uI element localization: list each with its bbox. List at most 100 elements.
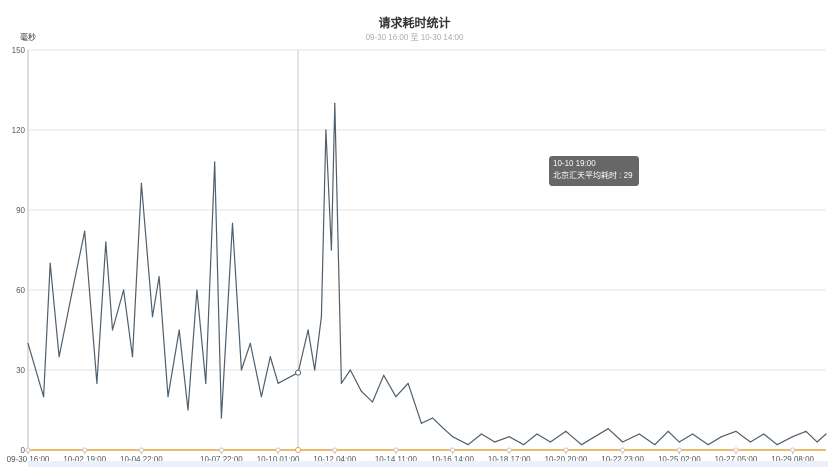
data-point [825, 433, 827, 435]
x-tick-label: 10-07 22:00 [200, 455, 243, 464]
x-tick-marker [332, 447, 338, 453]
data-point [249, 342, 251, 344]
x-tick-marker [676, 447, 682, 453]
data-point [792, 436, 794, 438]
data-point [692, 433, 694, 435]
data-point [122, 289, 125, 291]
data-point [105, 241, 107, 243]
data-point [325, 129, 327, 131]
data-point [111, 329, 114, 331]
tooltip-time: 10-10 19:00 [553, 159, 596, 168]
x-tick-marker [620, 447, 626, 453]
x-tick-label: 10-10 01:00 [257, 455, 300, 464]
data-point [96, 382, 98, 384]
data-point [667, 430, 669, 432]
tooltip-value: 29 [623, 171, 633, 180]
data-point [269, 356, 271, 358]
data-point [580, 444, 583, 446]
x-tick-label: 10-12 04:00 [313, 455, 356, 464]
data-point [58, 356, 60, 358]
data-point [131, 356, 134, 358]
highlight-point [295, 369, 302, 376]
x-tick-marker [275, 447, 281, 453]
data-point [395, 396, 397, 398]
data-point [443, 428, 445, 430]
x-tick-label: 10-16 14:00 [431, 455, 474, 464]
data-point [151, 316, 154, 318]
data-point [431, 417, 434, 419]
data-point [360, 390, 363, 392]
x-tick-label: 10-29 08:00 [771, 455, 814, 464]
tooltip: 10-10 19:00 北京汇天平均耗时 : 29 [549, 156, 639, 186]
data-point [84, 230, 86, 232]
x-tick-marker [506, 447, 512, 453]
x-tick-marker [393, 447, 399, 453]
tooltip-value-line: 北京汇天平均耗时 : 29 [553, 170, 635, 182]
data-point [167, 396, 169, 398]
data-point [49, 262, 51, 264]
data-point [42, 396, 45, 398]
data-point [467, 444, 469, 446]
data-point [240, 369, 242, 371]
x-tick-marker [450, 447, 456, 453]
data-point [678, 441, 680, 443]
data-point [622, 441, 624, 443]
y-tick-label: 30 [16, 366, 25, 375]
chart-subtitle: 09-30 16:00 至 10-30 14:00 [365, 33, 464, 42]
data-point [607, 428, 609, 430]
data-point [816, 441, 818, 443]
data-point [638, 433, 640, 435]
data-point [330, 249, 333, 251]
x-tick-marker [138, 447, 144, 453]
data-point [140, 182, 142, 184]
y-tick-label: 60 [16, 286, 25, 295]
data-point [407, 382, 409, 384]
data-point [565, 430, 567, 432]
series-line [27, 102, 827, 446]
x-tick-marker [218, 447, 224, 453]
x-tick-label: 10-04 22:00 [120, 455, 163, 464]
highlight-axis-point [295, 447, 302, 453]
x-tick-marker [563, 447, 569, 453]
x-tick-label: 10-02 19:00 [63, 455, 106, 464]
data-point [334, 102, 336, 104]
y-tick-label: 90 [16, 206, 25, 215]
data-point [277, 382, 279, 384]
data-point [371, 401, 374, 403]
data-point [451, 436, 454, 438]
data-point [214, 161, 216, 163]
data-point [260, 396, 262, 398]
x-tick-label: 10-27 05:00 [715, 455, 758, 464]
data-point [508, 436, 510, 438]
data-zoom-bar[interactable] [28, 461, 828, 467]
data-point [536, 433, 538, 435]
tooltip-sep: : [617, 171, 624, 180]
data-point [231, 222, 234, 224]
y-tick-label: 150 [12, 46, 26, 55]
data-point [720, 436, 723, 438]
data-point [27, 342, 29, 344]
data-point [805, 430, 807, 432]
data-point [340, 382, 343, 384]
y-axis-label: 毫秒 [20, 33, 36, 42]
x-tick-label: 10-18 17:00 [488, 455, 531, 464]
data-point [71, 289, 74, 291]
x-tick-marker [25, 447, 31, 453]
data-point [158, 276, 160, 278]
data-point [314, 369, 316, 371]
data-point [654, 444, 656, 446]
x-tick-label: 10-20 20:00 [545, 455, 588, 464]
data-point [494, 441, 496, 443]
x-tick-label: 10-14 11:00 [375, 455, 418, 464]
data-point [196, 289, 198, 291]
data-point [480, 433, 483, 435]
x-tick-marker [790, 447, 796, 453]
data-point [349, 369, 351, 371]
data-point [735, 430, 737, 432]
x-tick-label: 10-22 23:00 [601, 455, 644, 464]
data-point [594, 436, 596, 438]
data-point [763, 433, 765, 435]
data-point [307, 329, 309, 331]
